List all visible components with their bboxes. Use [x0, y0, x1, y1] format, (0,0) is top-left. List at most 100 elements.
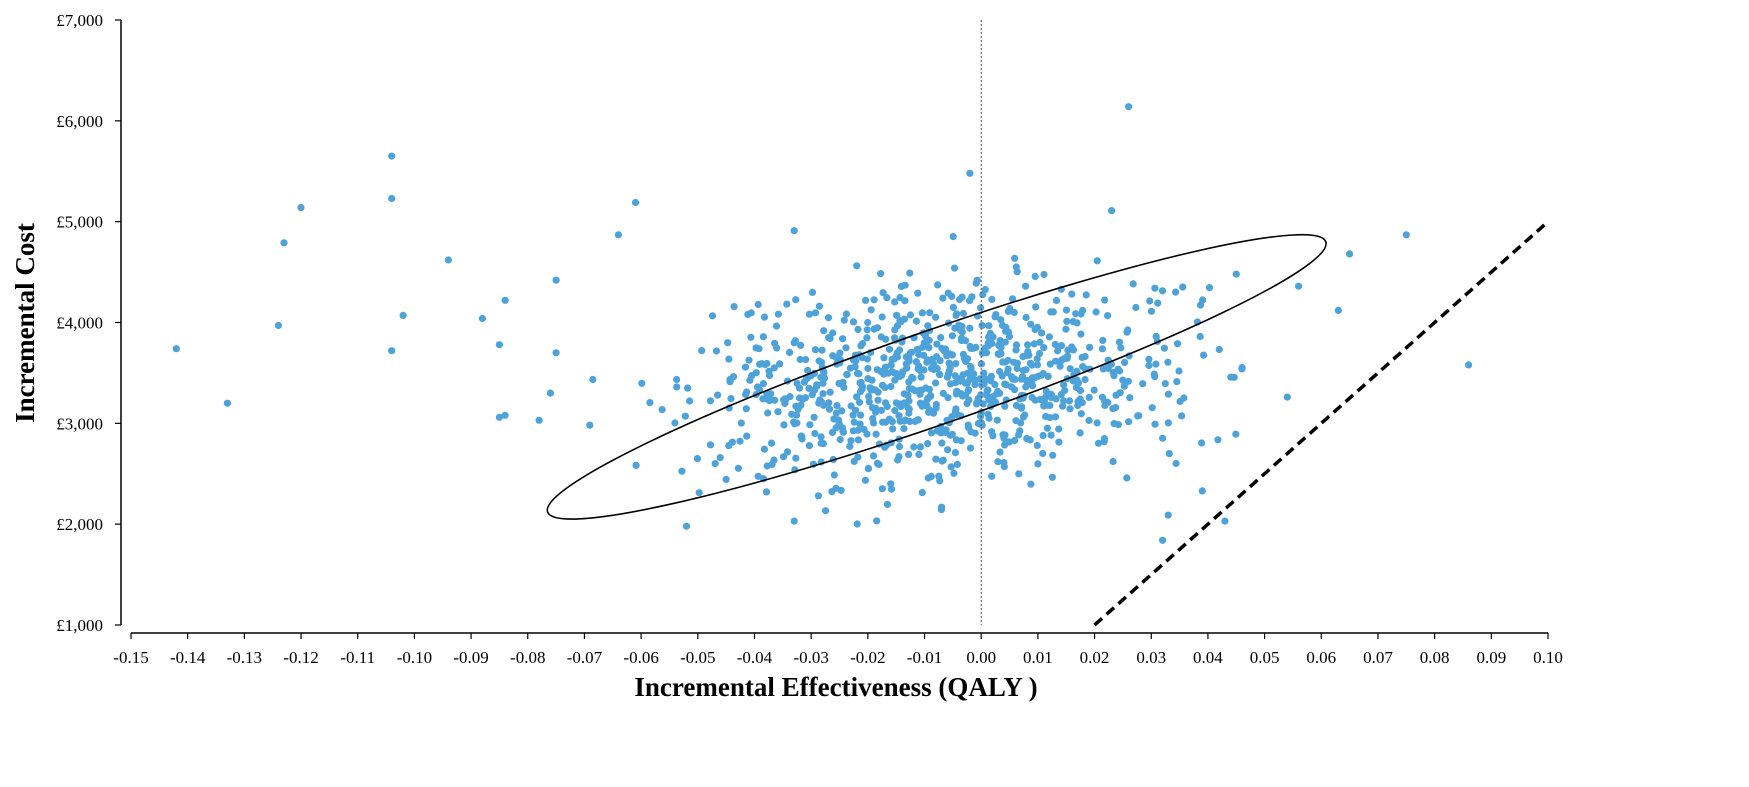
data-point [631, 198, 640, 207]
data-point [918, 489, 926, 497]
data-point [1179, 283, 1187, 291]
data-point [814, 492, 823, 500]
data-point [805, 442, 814, 450]
data-point [1033, 441, 1041, 450]
data-point [838, 407, 846, 415]
x-tick-label: 0.04 [1193, 648, 1223, 667]
data-point [1221, 517, 1229, 525]
data-point [1159, 536, 1167, 544]
data-point [1093, 257, 1101, 265]
data-point [863, 334, 871, 342]
data-point [869, 452, 878, 460]
data-point [971, 429, 979, 437]
data-point [900, 390, 908, 398]
data-point [1066, 405, 1074, 413]
data-point [958, 293, 966, 301]
data-point [847, 437, 855, 445]
data-point [1019, 366, 1027, 375]
data-point [997, 316, 1005, 324]
data-point [1085, 416, 1093, 425]
data-point [891, 406, 899, 415]
data-point [1039, 449, 1047, 458]
data-point [646, 399, 654, 407]
data-point [878, 313, 886, 321]
data-point [1123, 328, 1131, 336]
data-point [1032, 303, 1040, 311]
data-point [1123, 474, 1131, 482]
y-tick-label: £3,000 [56, 414, 103, 433]
data-point [811, 429, 819, 438]
data-point [495, 341, 503, 349]
data-point [741, 363, 750, 371]
data-point [888, 418, 897, 426]
data-point [964, 423, 973, 431]
data-point [638, 379, 646, 387]
data-point [949, 233, 957, 241]
data-point [1196, 332, 1204, 341]
data-point [853, 369, 862, 377]
data-point [1145, 355, 1153, 363]
data-point [1098, 345, 1106, 353]
data-point [857, 342, 865, 350]
data-point [399, 311, 407, 319]
data-point [842, 310, 851, 318]
data-point [832, 424, 840, 432]
data-point [1013, 364, 1021, 372]
data-point [682, 522, 691, 530]
data-point [817, 433, 825, 441]
data-point [1026, 359, 1034, 367]
data-point [1146, 297, 1154, 305]
data-point [947, 463, 955, 471]
data-point [765, 371, 774, 379]
data-point [927, 472, 935, 481]
x-tick-label: -0.12 [283, 648, 318, 667]
x-tick-label: -0.03 [793, 648, 828, 667]
data-point [839, 335, 847, 343]
data-point [977, 360, 986, 368]
points-layer [172, 103, 1473, 544]
data-point [834, 416, 843, 424]
data-point [872, 404, 880, 413]
data-point [805, 384, 813, 392]
data-point [774, 310, 783, 318]
data-point [910, 443, 918, 451]
data-point [937, 334, 945, 342]
data-point [891, 376, 899, 384]
data-point [939, 389, 947, 397]
data-point [1295, 282, 1303, 290]
data-point [1164, 358, 1172, 366]
data-point [820, 327, 828, 335]
data-point [925, 336, 933, 344]
data-point [915, 362, 923, 370]
data-point [818, 346, 826, 354]
x-tick-label: 0.09 [1476, 648, 1506, 667]
data-point [895, 346, 904, 354]
data-point [836, 349, 844, 357]
y-tick-label: £6,000 [56, 112, 103, 131]
data-point [1001, 402, 1009, 410]
data-point [478, 314, 486, 323]
x-tick-label: 0.08 [1420, 648, 1450, 667]
data-point [788, 410, 796, 418]
data-point [953, 460, 962, 468]
data-point [1147, 307, 1155, 315]
data-point [1165, 450, 1173, 458]
data-point [1048, 473, 1056, 481]
data-point [843, 371, 851, 379]
data-point [1031, 272, 1039, 281]
x-tick-label: -0.14 [170, 648, 206, 667]
x-tick-label: 0.10 [1533, 648, 1563, 667]
data-point [1013, 268, 1021, 276]
data-point [873, 517, 881, 525]
data-point [932, 313, 940, 321]
data-point [1139, 380, 1147, 388]
data-point [916, 443, 925, 451]
data-point [772, 322, 781, 330]
data-point [955, 321, 963, 329]
data-point [977, 304, 985, 312]
data-point [932, 379, 940, 387]
data-point [870, 296, 878, 304]
data-point [959, 309, 968, 318]
data-point [891, 326, 899, 334]
